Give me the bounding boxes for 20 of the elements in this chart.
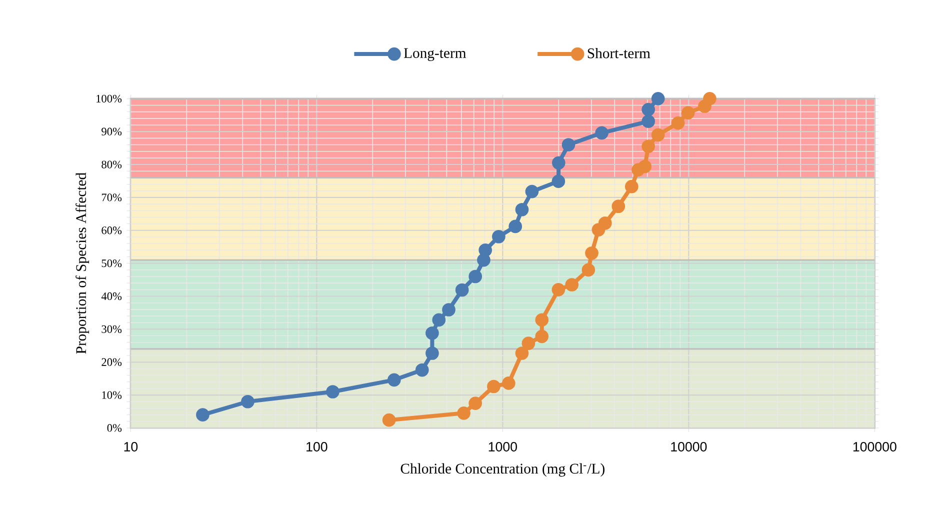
y-tick-label: 50%	[102, 259, 122, 268]
y-tick-label: 60%	[102, 226, 122, 234]
legend-label: Short-term	[588, 48, 650, 58]
y-tick-label: 70%	[102, 194, 122, 202]
y-tick-label: 100%	[96, 94, 122, 102]
y-axis-title: Proportion of Species Affected	[76, 172, 90, 354]
x-tick-label: 10000	[671, 442, 707, 452]
x-tick-label: 100	[306, 442, 328, 452]
y-tick-label: 40%	[101, 292, 122, 300]
legend-label: Long-term	[404, 48, 466, 61]
x-tick-label: 1000	[488, 442, 517, 452]
x-tick-label: 100000	[853, 442, 896, 452]
y-tick-label: 20%	[102, 358, 122, 366]
y-tick-label: 90%	[102, 128, 122, 136]
y-tick-label: 30%	[102, 325, 122, 334]
y-tick-label: 80%	[102, 160, 122, 168]
y-tick-label: 10%	[102, 391, 122, 399]
x-tick-label: 10	[124, 442, 138, 452]
x-axis-title: Chloride Concentration (mg Cl$^{-}$/L)	[400, 463, 604, 477]
y-tick-label: 0%	[107, 424, 122, 432]
